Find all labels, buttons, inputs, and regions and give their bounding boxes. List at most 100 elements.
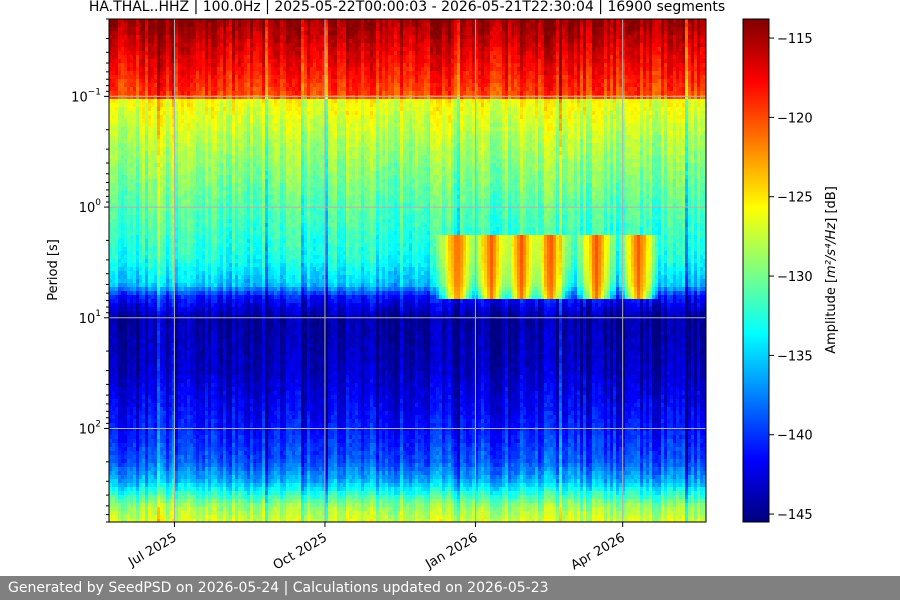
heat-cell	[214, 367, 218, 372]
heat-cell	[163, 223, 167, 228]
heat-cell	[148, 75, 152, 80]
heat-cell	[169, 159, 173, 164]
heat-cell	[154, 227, 158, 232]
heat-cell	[217, 507, 221, 512]
heat-cell	[118, 471, 122, 476]
heat-cell	[181, 443, 185, 448]
heat-cell	[145, 179, 149, 184]
heat-cell	[124, 375, 128, 380]
heat-cell	[187, 499, 191, 504]
heat-cell	[214, 123, 218, 128]
heat-cell	[193, 375, 197, 380]
heat-cell	[211, 231, 215, 236]
heat-cell	[127, 55, 131, 60]
heat-cell	[145, 335, 149, 340]
heat-cell	[172, 311, 176, 316]
heat-cell	[223, 39, 227, 44]
heat-cell	[196, 255, 200, 260]
heat-cell	[181, 187, 185, 192]
heat-cell	[127, 19, 131, 24]
heat-cell	[217, 463, 221, 468]
heat-cell	[127, 219, 131, 224]
heat-cell	[160, 271, 164, 276]
heat-cell	[193, 183, 197, 188]
heat-cell	[193, 279, 197, 284]
heat-cell	[163, 107, 167, 112]
heat-cell	[163, 335, 167, 340]
heat-cell	[220, 187, 224, 192]
heat-cell	[178, 479, 182, 484]
heat-cell	[142, 147, 146, 152]
heat-cell	[223, 507, 227, 512]
heat-cell	[181, 223, 185, 228]
heat-cell	[220, 423, 224, 428]
heat-cell	[142, 515, 146, 520]
heat-cell	[196, 43, 200, 48]
heat-cell	[208, 427, 212, 432]
heat-cell	[220, 247, 224, 252]
heat-cell	[199, 51, 203, 56]
heat-cell	[151, 319, 155, 324]
heat-cell	[169, 195, 173, 200]
heat-cell	[118, 251, 122, 256]
heat-cell	[196, 95, 200, 100]
heat-cell	[178, 43, 182, 48]
heat-cell	[148, 247, 152, 252]
heat-cell	[190, 143, 194, 148]
heat-cell	[121, 475, 125, 480]
heat-cell	[118, 67, 122, 72]
heat-cell	[196, 295, 200, 300]
heat-cell	[130, 263, 134, 268]
heat-cell	[133, 119, 137, 124]
heat-cell	[115, 175, 119, 180]
heat-cell	[178, 67, 182, 72]
heat-cell	[193, 271, 197, 276]
heat-cell	[163, 487, 167, 492]
heat-cell	[121, 115, 125, 120]
heat-cell	[211, 291, 215, 296]
heat-cell	[127, 31, 131, 36]
heat-cell	[142, 243, 146, 248]
heat-cell	[172, 127, 176, 132]
heat-cell	[199, 455, 203, 460]
heat-cell	[163, 187, 167, 192]
heat-cell	[205, 119, 209, 124]
heat-cell	[172, 331, 176, 336]
heat-cell	[172, 115, 176, 120]
heat-cell	[112, 159, 116, 164]
heat-cell	[172, 283, 176, 288]
heat-cell	[130, 459, 134, 464]
heat-cell	[193, 87, 197, 92]
heat-cell	[211, 147, 215, 152]
heat-cell	[208, 431, 212, 436]
heat-cell	[118, 511, 122, 516]
heat-cell	[127, 63, 131, 68]
heat-cell	[187, 107, 191, 112]
heat-cell	[154, 355, 158, 360]
heat-cell	[160, 267, 164, 272]
heat-cell	[214, 343, 218, 348]
heat-cell	[145, 199, 149, 204]
heat-cell	[220, 303, 224, 308]
heat-cell	[220, 151, 224, 156]
heat-cell	[193, 199, 197, 204]
heat-cell	[142, 291, 146, 296]
heat-cell	[148, 447, 152, 452]
heat-cell	[148, 23, 152, 28]
heat-cell	[142, 163, 146, 168]
heat-cell	[115, 439, 119, 444]
heat-cell	[166, 351, 170, 356]
heat-cell	[166, 379, 170, 384]
heat-cell	[211, 51, 215, 56]
heat-cell	[193, 423, 197, 428]
heat-cell	[190, 319, 194, 324]
heat-cell	[220, 35, 224, 40]
heat-cell	[211, 71, 215, 76]
heat-cell	[181, 479, 185, 484]
heat-cell	[202, 23, 206, 28]
heat-cell	[136, 323, 140, 328]
heat-cell	[148, 483, 152, 488]
heat-cell	[154, 59, 158, 64]
heat-cell	[211, 219, 215, 224]
heat-cell	[160, 467, 164, 472]
